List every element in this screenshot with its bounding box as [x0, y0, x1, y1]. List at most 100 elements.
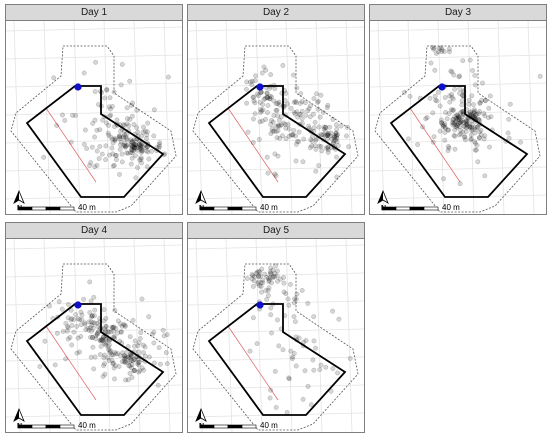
location-point: [115, 330, 121, 336]
location-point: [259, 266, 265, 272]
location-point: [448, 68, 454, 74]
location-point: [121, 135, 126, 141]
grid-line: [13, 21, 21, 214]
location-point: [122, 359, 128, 365]
location-point: [60, 329, 66, 334]
location-point: [460, 129, 466, 135]
location-point: [111, 360, 116, 366]
location-point: [262, 271, 268, 277]
location-point: [472, 139, 477, 145]
location-point: [109, 325, 115, 330]
location-point: [83, 127, 88, 133]
location-point: [464, 125, 469, 131]
location-point: [452, 127, 458, 133]
location-point: [102, 341, 107, 347]
grid-line: [6, 300, 182, 306]
location-point: [131, 147, 137, 153]
location-point: [68, 317, 74, 323]
location-point: [132, 357, 137, 362]
location-point: [333, 122, 339, 128]
location-point: [109, 145, 115, 151]
location-point: [117, 136, 123, 142]
location-point: [139, 148, 145, 154]
location-point: [132, 338, 138, 344]
location-point: [131, 367, 137, 373]
location-point: [439, 120, 445, 126]
location-point: [273, 173, 279, 179]
location-point: [275, 317, 280, 323]
location-point: [463, 137, 468, 143]
location-point: [119, 323, 125, 329]
location-point: [325, 133, 331, 139]
location-point: [124, 143, 129, 149]
scale-bar-label: 40 m: [442, 203, 460, 212]
location-point: [127, 370, 133, 376]
location-point: [250, 95, 256, 100]
location-point: [251, 315, 256, 321]
location-point: [101, 363, 107, 369]
study-area-boundary: [207, 85, 347, 198]
location-point: [472, 127, 478, 133]
location-point: [446, 144, 451, 149]
location-point: [128, 352, 133, 358]
location-point: [106, 329, 112, 335]
location-point: [452, 133, 458, 139]
location-point: [311, 125, 317, 131]
location-point: [430, 139, 436, 145]
scale-bar-segment: [213, 424, 229, 429]
panel-day-3: Day 3 N40 m: [369, 4, 547, 215]
panel-day-2: Day 2 N40 m: [187, 4, 365, 215]
location-point: [268, 72, 274, 77]
location-point: [112, 350, 118, 355]
location-point: [244, 79, 250, 85]
location-point: [112, 376, 117, 382]
location-point: [284, 409, 290, 415]
location-point: [268, 271, 273, 276]
location-point: [477, 135, 482, 141]
location-point: [274, 135, 280, 141]
location-point: [344, 133, 349, 139]
location-point: [105, 130, 111, 136]
location-point: [256, 273, 262, 279]
location-point: [109, 358, 115, 364]
location-point: [464, 121, 470, 127]
location-point: [475, 116, 481, 122]
location-point: [104, 87, 110, 93]
location-point: [474, 111, 480, 117]
location-point: [475, 124, 480, 130]
location-point: [251, 94, 256, 100]
location-point: [151, 329, 157, 335]
location-point: [446, 46, 452, 52]
location-point: [86, 327, 92, 333]
location-point: [265, 103, 271, 108]
location-point: [126, 142, 132, 148]
location-point: [275, 268, 280, 274]
release-point-marker: [256, 301, 264, 309]
scale-bar-segment: [59, 424, 75, 429]
location-point: [132, 145, 137, 150]
location-point: [460, 120, 466, 125]
location-point: [99, 337, 105, 343]
location-point: [125, 360, 130, 365]
location-point: [298, 112, 304, 118]
location-point: [277, 117, 282, 123]
panel-title: Day 2: [188, 5, 364, 21]
location-point: [114, 152, 119, 158]
location-point: [331, 138, 337, 143]
location-point: [456, 114, 462, 120]
location-point: [124, 349, 130, 355]
location-point: [455, 113, 461, 118]
location-point: [122, 355, 128, 361]
location-point: [117, 171, 122, 177]
location-point: [117, 146, 123, 152]
location-point: [472, 73, 478, 78]
location-point: [314, 91, 319, 97]
location-point: [115, 351, 121, 357]
location-point: [131, 357, 137, 363]
location-point: [92, 117, 98, 123]
location-point: [325, 132, 331, 137]
location-point: [269, 280, 275, 286]
location-point: [273, 123, 279, 129]
location-point: [459, 118, 465, 123]
location-point: [102, 361, 107, 367]
